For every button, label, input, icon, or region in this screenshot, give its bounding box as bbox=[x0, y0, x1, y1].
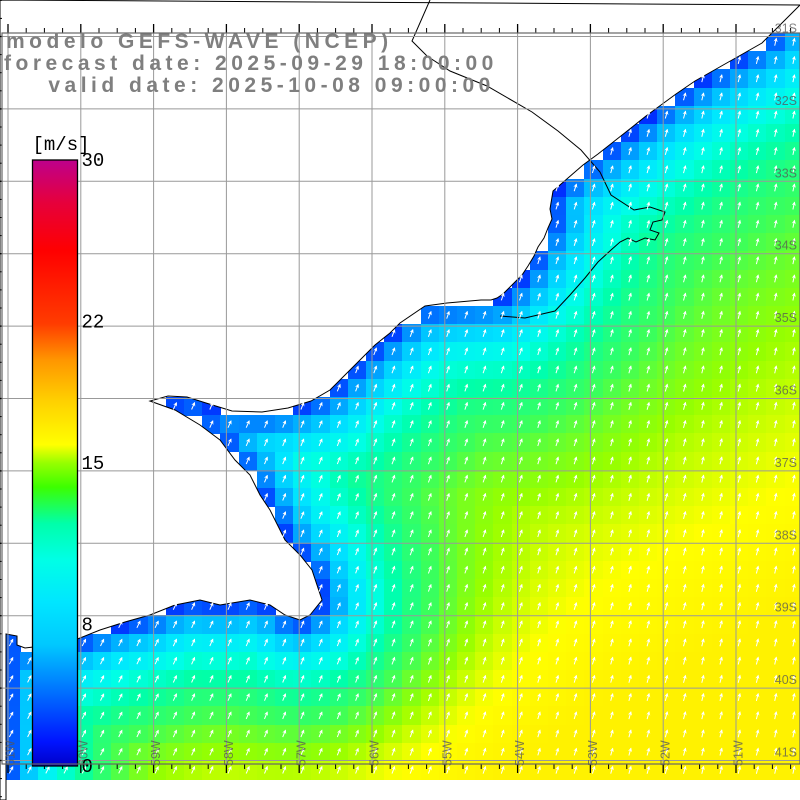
svg-text:valid date: 2025-10-08 09:00:0: valid date: 2025-10-08 09:00:00 bbox=[38, 74, 495, 97]
svg-text:54W: 54W bbox=[513, 740, 527, 766]
svg-text:35S: 35S bbox=[775, 311, 797, 325]
svg-text:58W: 58W bbox=[222, 740, 236, 766]
svg-text:37S: 37S bbox=[775, 456, 797, 470]
svg-text:40S: 40S bbox=[775, 673, 797, 687]
svg-text:8: 8 bbox=[82, 615, 93, 637]
svg-text:[m/s]: [m/s] bbox=[33, 134, 90, 156]
svg-text:34S: 34S bbox=[775, 239, 797, 253]
svg-text:51W: 51W bbox=[732, 740, 746, 766]
svg-text:52W: 52W bbox=[659, 740, 673, 766]
svg-text:39S: 39S bbox=[775, 601, 797, 615]
svg-text:53W: 53W bbox=[586, 740, 600, 766]
svg-text:15: 15 bbox=[82, 453, 105, 475]
svg-text:55W: 55W bbox=[440, 740, 454, 766]
svg-text:61W: 61W bbox=[4, 740, 18, 766]
svg-text:41S: 41S bbox=[775, 746, 797, 760]
svg-text:22: 22 bbox=[82, 312, 105, 334]
svg-text:32S: 32S bbox=[775, 94, 797, 108]
svg-text:59W: 59W bbox=[149, 740, 163, 766]
svg-text:38S: 38S bbox=[775, 528, 797, 542]
svg-text:forecast date: 2025-09-29 18:0: forecast date: 2025-09-29 18:00:00 bbox=[4, 52, 498, 75]
svg-text:0: 0 bbox=[82, 756, 93, 778]
svg-text:56W: 56W bbox=[368, 740, 382, 766]
svg-text:57W: 57W bbox=[295, 740, 309, 766]
svg-text:modelo GEFS-WAVE (NCEP): modelo GEFS-WAVE (NCEP) bbox=[6, 30, 393, 53]
svg-text:36S: 36S bbox=[775, 384, 797, 398]
svg-text:33S: 33S bbox=[775, 166, 797, 180]
